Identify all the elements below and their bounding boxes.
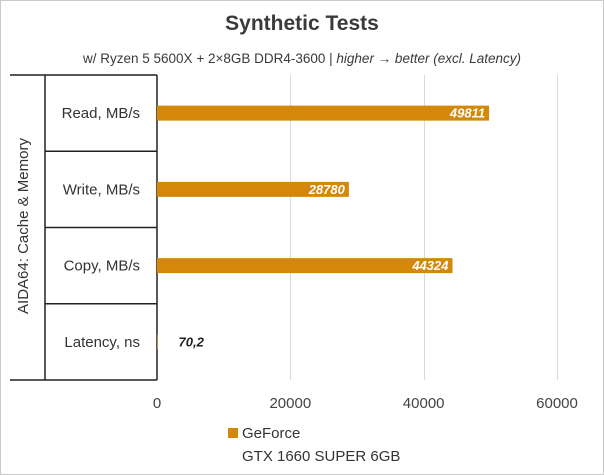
bars (157, 105, 490, 350)
chart-subtitle: w/ Ryzen 5 5600X + 2×8GB DDR4-3600 | hig… (82, 51, 521, 66)
category-label-1: Write, MB/s (63, 181, 140, 198)
x-tick-label-1: 20000 (269, 395, 311, 412)
data-label-1: 28780 (308, 182, 346, 197)
legend-label-line-2: GTX 1660 SUPER 6GB (242, 448, 400, 465)
bar-1 (157, 181, 349, 197)
bar-0 (157, 105, 490, 121)
chart-subtitle-normal: w/ Ryzen 5 5600X + 2×8GB DDR4-3600 | (82, 51, 336, 66)
chart-subtitle-italic: higher → better (excl. Latency) (336, 51, 521, 66)
category-group-label: AIDA64: Cache & Memory (15, 138, 32, 314)
legend-label-line-1: GeForce (242, 425, 300, 442)
category-label-3: Latency, ns (64, 334, 140, 351)
category-label-2: Copy, MB/s (64, 258, 140, 275)
category-label-0: Read, MB/s (62, 105, 140, 122)
data-label-2: 44324 (411, 258, 449, 273)
data-labels: 49811 28780 44324 70,2 (179, 106, 486, 350)
x-tick-labels: 0 20000 40000 60000 (153, 395, 578, 412)
chart-title: Synthetic Tests (225, 12, 379, 35)
category-frame (10, 74, 158, 381)
bar-2 (157, 258, 453, 274)
data-label-0: 49811 (449, 106, 485, 121)
x-tick-label-2: 40000 (403, 395, 445, 412)
x-tick-label-0: 0 (153, 395, 161, 412)
data-label-3: 70,2 (179, 334, 205, 349)
legend-swatch (228, 428, 238, 438)
x-tick-label-3: 60000 (536, 395, 578, 412)
category-labels: Read, MB/s Write, MB/s Copy, MB/s Latency, … (62, 105, 140, 351)
gridlines (290, 75, 558, 380)
legend: GeForce GTX 1660 SUPER 6GB (228, 425, 400, 465)
